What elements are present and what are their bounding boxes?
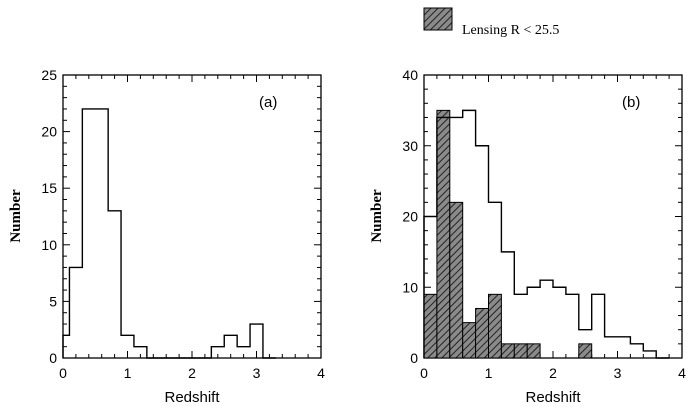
legend-label: Lensing R < 25.5 <box>462 23 559 38</box>
open-bar <box>489 202 502 358</box>
panel-b-open-histogram <box>423 109 670 359</box>
histogram-bar <box>95 109 108 358</box>
x-tick-label: 0 <box>59 365 67 381</box>
y-tick-label: 20 <box>402 209 418 225</box>
open-bar <box>476 146 489 358</box>
histogram-bar <box>108 211 121 358</box>
x-tick-label: 3 <box>253 365 261 381</box>
open-bar <box>437 117 450 358</box>
histogram-bar <box>250 324 263 358</box>
open-bar <box>630 344 643 358</box>
x-tick-label: 4 <box>678 365 686 381</box>
y-tick-label: 25 <box>41 67 57 83</box>
histogram-bar <box>82 109 95 358</box>
hatched-bar <box>488 293 502 359</box>
y-tick-label: 0 <box>49 350 57 366</box>
open-bar <box>463 110 476 358</box>
panel-b-hatched-histogram <box>423 109 593 359</box>
panel-a-histogram <box>62 108 276 359</box>
histogram-bar <box>69 267 82 358</box>
x-tick-label: 4 <box>317 365 325 381</box>
histogram-bar <box>134 347 147 358</box>
y-tick-label: 10 <box>41 237 57 253</box>
x-tick-label: 1 <box>124 365 132 381</box>
y-tick-label: 40 <box>402 67 418 83</box>
x-tick-label: 2 <box>188 365 196 381</box>
panel-a-ylabel: Number <box>8 189 24 243</box>
open-bar <box>424 217 437 359</box>
histogram-bar <box>211 347 224 358</box>
hatched-bar <box>449 201 464 359</box>
open-bar <box>592 294 605 358</box>
open-bar <box>450 117 463 358</box>
open-bar <box>501 252 514 358</box>
open-bar <box>605 337 618 358</box>
x-tick-label: 3 <box>614 365 622 381</box>
x-tick-label: 1 <box>485 365 493 381</box>
x-tick-label: 0 <box>420 365 428 381</box>
y-tick-label: 20 <box>41 124 57 140</box>
histogram-bar <box>237 347 250 358</box>
panel-b-label: (b) <box>622 94 640 111</box>
open-bar <box>579 330 592 358</box>
open-bar <box>643 351 656 358</box>
y-tick-label: 10 <box>402 279 418 295</box>
open-bar <box>514 294 527 358</box>
y-tick-label: 0 <box>410 350 418 366</box>
histogram-outline <box>62 108 276 359</box>
open-histogram-outline <box>423 109 670 359</box>
open-bar <box>566 294 579 358</box>
open-bar <box>527 287 540 358</box>
panel-a-xlabel: Redshift <box>164 389 220 406</box>
panel-b-xlabel: Redshift <box>525 389 581 406</box>
legend-swatch <box>423 7 453 31</box>
legend: Lensing R < 25.5 <box>423 7 559 38</box>
y-tick-label: 30 <box>402 138 418 154</box>
panel-a: (a) Redshift Number 0 1 2 3 4 0 5 10 15 20 25 <box>8 67 325 406</box>
panel-a-ticks: 0 1 2 3 4 0 5 10 15 20 25 <box>41 67 325 381</box>
histogram-bar <box>63 335 69 358</box>
y-tick-label: 15 <box>41 180 57 196</box>
hatched-bar <box>578 343 593 359</box>
open-bar <box>540 280 553 358</box>
y-tick-label: 5 <box>49 293 57 309</box>
panel-b-ylabel: Number <box>369 189 385 243</box>
open-bar <box>553 287 566 358</box>
panel-a-label: (a) <box>259 94 277 111</box>
histogram-bar <box>121 335 134 358</box>
histogram-bar <box>224 335 237 358</box>
hatched-bar <box>526 343 541 359</box>
open-bar <box>618 337 631 358</box>
x-tick-label: 2 <box>549 365 557 381</box>
